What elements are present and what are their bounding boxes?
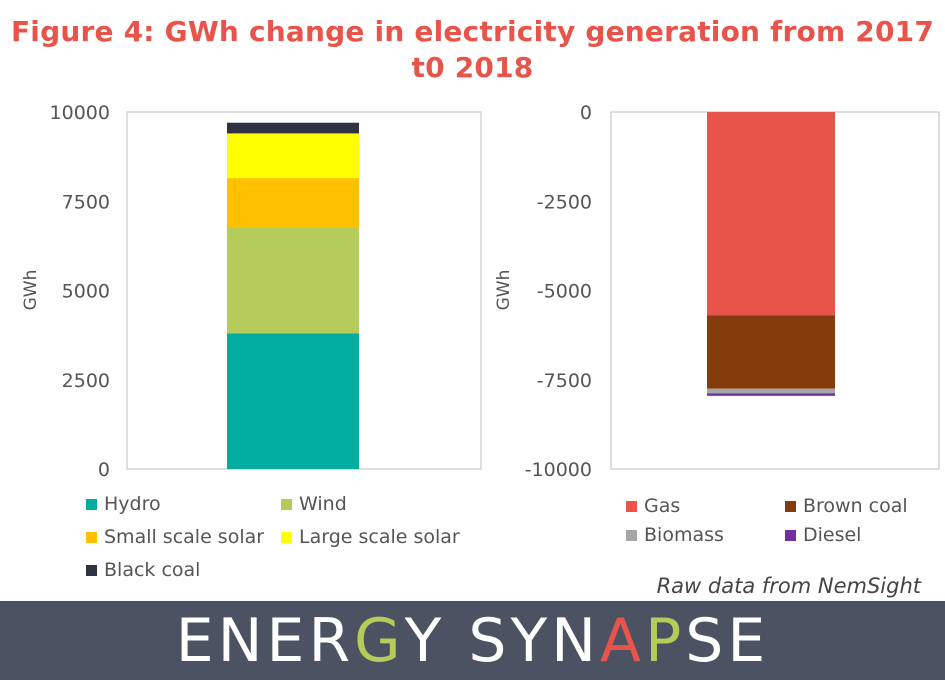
legend-swatch xyxy=(86,564,97,576)
legend-label: Small scale solar xyxy=(104,526,265,548)
y-axis-label: GWh xyxy=(494,270,514,311)
legend-item-gas: Gas xyxy=(626,495,680,517)
y-tick-label: -10000 xyxy=(525,459,592,481)
legend-swatch xyxy=(626,529,637,541)
bar-segment-brown-coal xyxy=(707,315,835,389)
legend-swatch xyxy=(281,498,292,510)
legend-label: Diesel xyxy=(803,524,862,546)
right-chart: 0 -2500 -5000 -7500 -10000 GWh xyxy=(494,102,940,481)
brand-letter: E xyxy=(175,605,218,676)
brand-letter: N xyxy=(217,605,267,676)
legend-swatch xyxy=(626,500,637,512)
bar-segment-wind xyxy=(227,228,359,334)
source-note: Raw data from NemSight xyxy=(656,574,921,598)
legend-label: Gas xyxy=(644,495,681,517)
legend-label: Wind xyxy=(299,493,347,515)
left-chart: 0 2500 5000 7500 10000 GWh xyxy=(21,102,482,481)
brand-letter: Y xyxy=(510,605,552,676)
brand-letter: Y xyxy=(404,605,446,676)
brand-letter: A xyxy=(600,605,646,676)
y-tick-label: 2500 xyxy=(62,370,110,392)
chart-title: Figure 4: GWh change in electricity gene… xyxy=(10,15,935,84)
y-tick-label: -5000 xyxy=(537,281,592,303)
legend-item-small-scale-solar: Small scale solar xyxy=(86,526,264,548)
legend-swatch xyxy=(86,498,97,510)
legend-item-hydro: Hydro xyxy=(86,493,161,515)
legend-label: Large scale solar xyxy=(299,526,460,548)
brand-letter: N xyxy=(551,605,601,676)
legend-label: Black coal xyxy=(104,559,201,581)
legend-item-diesel: Diesel xyxy=(785,524,861,546)
legend-swatch xyxy=(281,531,292,543)
bar-segment-gas xyxy=(707,112,835,316)
y-tick-label: -2500 xyxy=(537,191,592,213)
legend-label: Biomass xyxy=(644,524,724,546)
y-tick-label: 7500 xyxy=(62,191,110,213)
legend-item-biomass: Biomass xyxy=(626,524,724,546)
bar-segment-black-coal xyxy=(227,122,359,134)
brand-letter: R xyxy=(308,605,355,676)
legend-label: Brown coal xyxy=(803,495,908,517)
legend-swatch xyxy=(785,500,796,512)
legend-item-black-coal: Black coal xyxy=(86,559,200,581)
legend-item-brown-coal: Brown coal xyxy=(785,495,908,517)
legend-swatch xyxy=(86,531,97,543)
brand-letter: P xyxy=(645,605,686,676)
brand-letter xyxy=(445,606,468,676)
charts-svg: 0 2500 5000 7500 10000 GWh 0 -2500 -5000 -7500 -1… xyxy=(21,102,940,481)
y-tick-label: 0 xyxy=(98,459,110,481)
brand-letter: S xyxy=(468,605,511,676)
legend-label: Hydro xyxy=(104,493,161,515)
brand-letter: G xyxy=(354,605,405,676)
y-axis-label: GWh xyxy=(21,270,41,311)
y-tick-label: 5000 xyxy=(62,281,110,303)
brand-letter: S xyxy=(685,605,728,676)
bar-segment-diesel xyxy=(707,393,835,396)
legend-swatch xyxy=(785,529,796,541)
bar-segment-large-scale-solar xyxy=(227,133,359,179)
bar-segment-biomass xyxy=(707,388,835,394)
bar-segment-hydro xyxy=(227,333,359,469)
y-tick-label: 0 xyxy=(580,102,592,124)
brand-letter: E xyxy=(266,605,309,676)
y-tick-label: -7500 xyxy=(537,370,592,392)
brand-letter: E xyxy=(727,605,770,676)
bar-segment-small-scale-solar xyxy=(227,178,359,229)
legend-item-large-scale-solar: Large scale solar xyxy=(281,526,460,548)
y-tick-label: 10000 xyxy=(50,102,110,124)
legend-item-wind: Wind xyxy=(281,493,347,515)
